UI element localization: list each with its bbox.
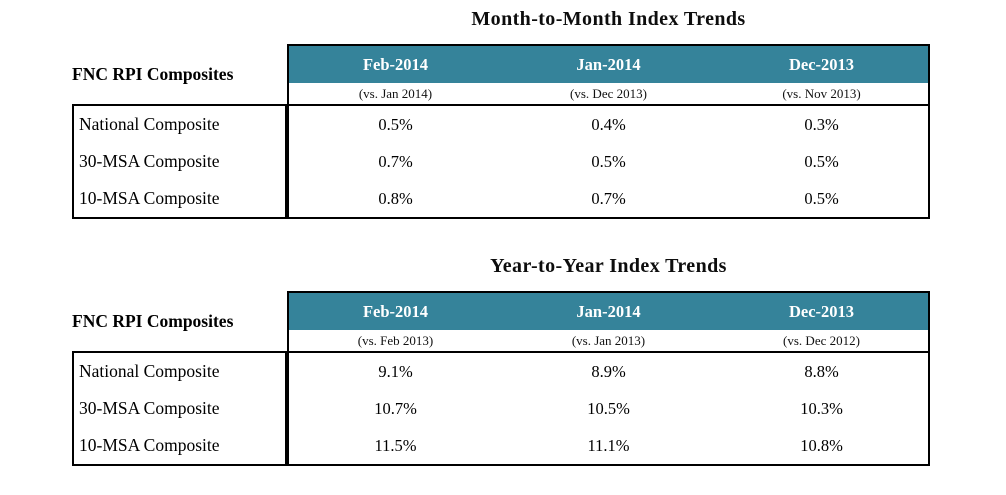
value-cell: 9.1%: [378, 361, 413, 381]
row-label: 30-MSA Composite: [79, 151, 220, 171]
value-cell: 10.3%: [800, 398, 843, 418]
column-header: Jan-2014: [576, 54, 641, 74]
column-subheader: (vs. Jan 2014): [358, 85, 433, 101]
row-label-column: FNC RPI Composites National Composite 30…: [72, 291, 287, 466]
column-subheader-row: (vs. Feb 2013) (vs. Jan 2013) (vs. Dec 2…: [289, 330, 928, 353]
table-row: 0.8% 0.7% 0.5%: [289, 180, 928, 217]
month-to-month-table: FNC RPI Composites National Composite 30…: [72, 44, 930, 219]
row-header-label: FNC RPI Composites: [72, 63, 234, 84]
value-cell: 0.8%: [378, 188, 413, 208]
column-header: Feb-2014: [362, 54, 429, 74]
column-subheader: (vs. Nov 2013): [782, 85, 861, 101]
value-cell: 11.5%: [374, 435, 417, 455]
row-label: National Composite: [79, 361, 220, 381]
value-cell: 0.7%: [591, 188, 626, 208]
row-label-column: FNC RPI Composites National Composite 30…: [72, 44, 287, 219]
value-cell: 0.5%: [378, 114, 413, 134]
year-to-year-table-section: Year-to-Year Index Trends FNC RPI Compos…: [72, 219, 930, 466]
value-cell: 0.5%: [804, 188, 839, 208]
value-cell: 8.9%: [591, 361, 626, 381]
value-cell: 0.7%: [378, 151, 413, 171]
value-columns: Feb-2014 Jan-2014 Dec-2013 (vs. Jan 2014…: [287, 44, 930, 219]
month-to-month-table-section: Month-to-Month Index Trends FNC RPI Comp…: [72, 0, 930, 219]
year-to-year-table: FNC RPI Composites National Composite 30…: [72, 291, 930, 466]
table-row: 9.1% 8.9% 8.8%: [289, 353, 928, 390]
table-title: Year-to-Year Index Trends: [490, 255, 727, 277]
value-cell: 0.5%: [804, 151, 839, 171]
value-cell: 10.5%: [587, 398, 630, 418]
value-columns: Feb-2014 Jan-2014 Dec-2013 (vs. Feb 2013…: [287, 291, 930, 466]
table-row: 0.5% 0.4% 0.3%: [289, 106, 928, 143]
row-label: National Composite: [79, 114, 220, 134]
column-header: Dec-2013: [788, 301, 855, 321]
value-cell: 8.8%: [804, 361, 839, 381]
value-cell: 10.8%: [800, 435, 843, 455]
column-subheader-row: (vs. Jan 2014) (vs. Dec 2013) (vs. Nov 2…: [289, 83, 928, 106]
row-label: 30-MSA Composite: [79, 398, 220, 418]
table-title: Month-to-Month Index Trends: [471, 8, 746, 30]
row-labels-box: National Composite 30-MSA Composite 10-M…: [72, 351, 287, 466]
column-header-row: Feb-2014 Jan-2014 Dec-2013: [289, 46, 928, 83]
row-label: 10-MSA Composite: [79, 435, 220, 455]
table-row: 10.7% 10.5% 10.3%: [289, 390, 928, 427]
column-subheader: (vs. Feb 2013): [357, 332, 434, 348]
row-label: 10-MSA Composite: [79, 188, 220, 208]
table-row: 0.7% 0.5% 0.5%: [289, 143, 928, 180]
column-header-row: Feb-2014 Jan-2014 Dec-2013: [289, 293, 928, 330]
row-header-label: FNC RPI Composites: [72, 310, 234, 331]
value-cell: 0.4%: [591, 114, 626, 134]
column-subheader: (vs. Dec 2013): [570, 85, 647, 101]
column-header: Dec-2013: [788, 54, 855, 74]
value-cell: 11.1%: [587, 435, 630, 455]
table-row: 11.5% 11.1% 10.8%: [289, 427, 928, 464]
column-header: Feb-2014: [362, 301, 429, 321]
row-labels-box: National Composite 30-MSA Composite 10-M…: [72, 104, 287, 219]
value-cell: 0.3%: [804, 114, 839, 134]
column-header: Jan-2014: [576, 301, 641, 321]
value-cell: 10.7%: [374, 398, 417, 418]
column-subheader: (vs. Jan 2013): [571, 332, 646, 348]
value-cell: 0.5%: [591, 151, 626, 171]
column-subheader: (vs. Dec 2012): [783, 332, 860, 348]
